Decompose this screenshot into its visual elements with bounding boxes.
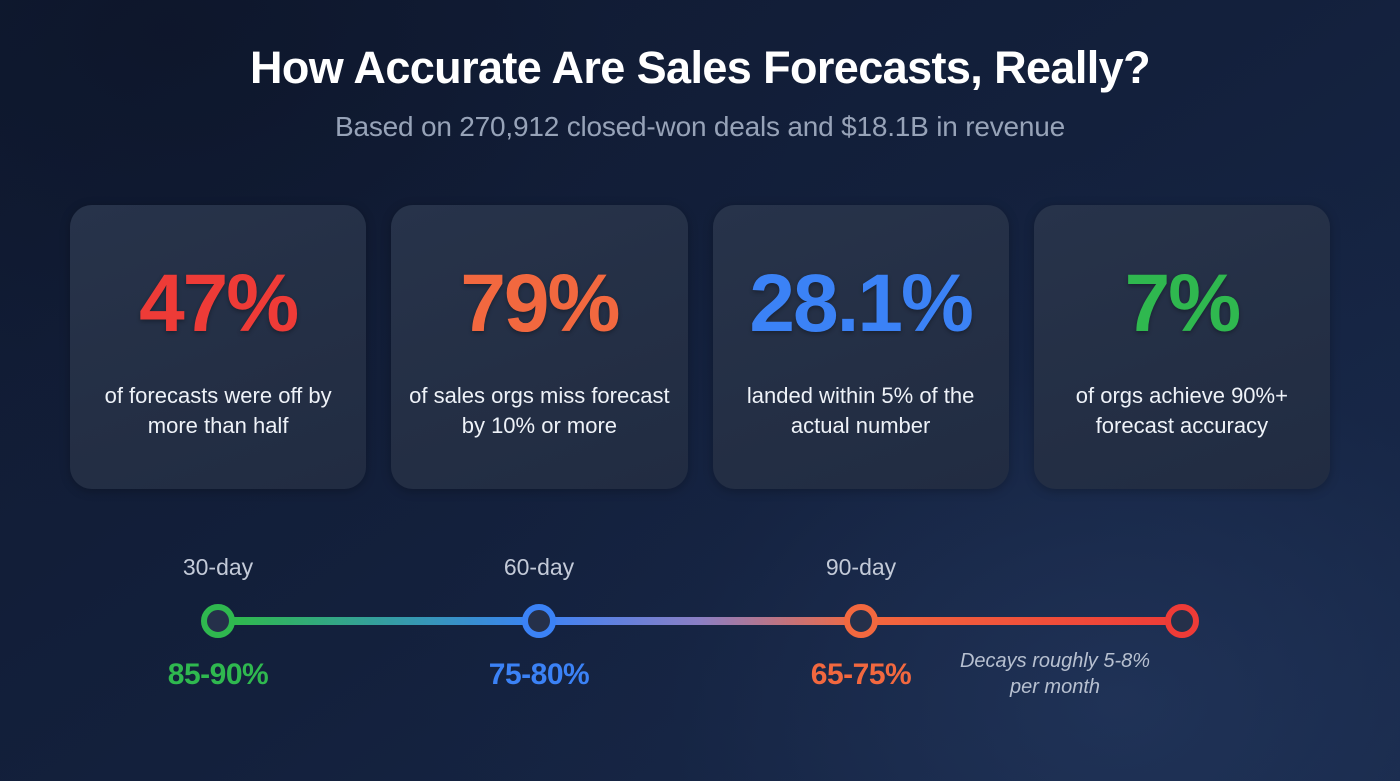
stat-label: of forecasts were off by more than half xyxy=(104,383,332,438)
stat-card: 79% of sales orgs miss forecast by 10% o… xyxy=(391,205,688,489)
stat-label: landed within 5% of the actual number xyxy=(746,383,975,438)
timeline-node xyxy=(844,604,878,638)
stat-value: 79% xyxy=(460,258,620,349)
timeline-range-label: 65-75% xyxy=(810,658,912,691)
timeline-range-label: 85-90% xyxy=(167,658,269,691)
timeline-period-label: 60-day xyxy=(503,554,575,580)
stat-cards-row: 47% of forecasts were off by more than h… xyxy=(70,205,1330,489)
header: How Accurate Are Sales Forecasts, Really… xyxy=(0,0,1400,143)
stat-card: 7% of orgs achieve 90%+ forecast accurac… xyxy=(1033,205,1330,489)
timeline-node xyxy=(522,604,556,638)
timeline-decay-note: Decays roughly 5-8% per month xyxy=(959,650,1151,698)
timeline-node-terminal xyxy=(1165,604,1199,638)
timeline-node xyxy=(201,604,235,638)
stat-card: 28.1% landed within 5% of the actual num… xyxy=(712,205,1009,489)
page-subtitle: Based on 270,912 closed-won deals and $1… xyxy=(335,110,1065,142)
timeline-range-label: 75-80% xyxy=(488,658,590,691)
stat-value: 47% xyxy=(139,258,299,349)
timeline-period-label: 90-day xyxy=(825,554,897,580)
stat-card: 47% of forecasts were off by more than h… xyxy=(70,205,367,489)
page-title: How Accurate Are Sales Forecasts, Really… xyxy=(250,42,1151,93)
timeline-track xyxy=(218,617,1182,625)
stat-label: of orgs achieve 90%+ forecast accuracy xyxy=(1075,383,1288,438)
timeline-period-label: 30-day xyxy=(182,554,254,580)
stat-value: 7% xyxy=(1124,258,1242,349)
stat-label: of sales orgs miss forecast by 10% or mo… xyxy=(409,383,670,438)
stat-value: 28.1% xyxy=(749,258,974,349)
accuracy-decay-timeline: 30-day 85-90% 60-day 75-80% 90-day 65-75… xyxy=(0,548,1400,728)
